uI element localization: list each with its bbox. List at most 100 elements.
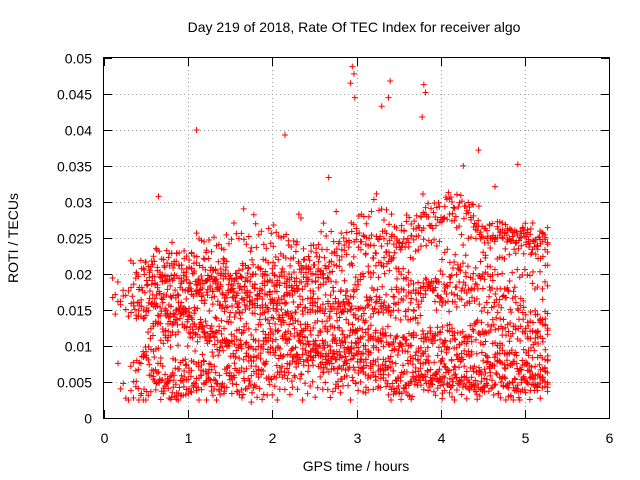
data-point	[529, 280, 536, 287]
data-point	[456, 295, 463, 302]
data-point	[154, 284, 161, 291]
data-point	[221, 325, 228, 332]
data-point	[244, 270, 251, 277]
data-point	[347, 306, 354, 313]
data-point	[516, 234, 523, 241]
data-point	[446, 367, 453, 374]
data-point	[250, 384, 257, 391]
data-point	[330, 238, 337, 245]
data-point	[535, 371, 542, 378]
data-point	[275, 327, 282, 334]
data-point	[164, 320, 171, 327]
data-point	[212, 280, 219, 287]
data-point	[338, 267, 345, 274]
data-point	[527, 318, 534, 325]
data-point	[446, 321, 453, 328]
data-point	[428, 380, 435, 387]
data-point	[502, 397, 509, 403]
data-point	[526, 240, 533, 247]
y-tick-label: 0.03	[65, 195, 92, 211]
data-point	[333, 262, 340, 269]
data-point	[137, 257, 144, 264]
data-point	[365, 269, 372, 276]
data-point	[382, 366, 389, 373]
data-point	[297, 337, 304, 344]
data-point	[517, 337, 524, 344]
data-point	[228, 236, 235, 243]
data-point	[414, 320, 421, 327]
data-point	[360, 388, 367, 395]
data-point	[290, 353, 297, 360]
data-point	[397, 316, 404, 323]
data-point	[433, 222, 440, 229]
data-point	[251, 310, 258, 317]
data-point	[172, 307, 179, 314]
data-point	[374, 356, 381, 363]
data-point	[314, 317, 321, 324]
data-point	[193, 230, 200, 237]
data-point	[320, 281, 327, 288]
data-point	[378, 305, 385, 312]
data-point	[463, 368, 470, 375]
data-point	[356, 229, 363, 236]
data-point	[189, 316, 196, 323]
data-point	[275, 256, 282, 263]
data-point	[442, 364, 449, 371]
data-point	[360, 232, 367, 239]
data-point	[367, 314, 374, 321]
data-point	[470, 270, 477, 277]
data-point	[425, 200, 432, 207]
data-point	[192, 348, 199, 355]
data-point	[327, 308, 334, 315]
data-point	[417, 213, 424, 220]
data-point	[304, 338, 311, 345]
data-point	[209, 349, 216, 356]
data-point	[170, 265, 177, 272]
data-point	[407, 299, 414, 306]
data-point	[191, 381, 198, 388]
data-point	[245, 344, 252, 351]
data-point	[299, 296, 306, 303]
data-point	[345, 320, 352, 327]
data-point	[407, 277, 414, 284]
data-point	[309, 270, 316, 277]
data-point	[415, 246, 422, 253]
data-point	[213, 315, 220, 322]
axis-ticks	[104, 58, 610, 419]
data-point	[522, 311, 529, 318]
data-point	[213, 397, 220, 403]
data-point	[453, 271, 460, 278]
data-point	[166, 377, 173, 384]
data-point	[420, 351, 427, 358]
data-point	[165, 328, 172, 335]
data-point	[130, 281, 137, 288]
data-point	[476, 367, 483, 374]
data-point	[330, 284, 337, 291]
data-point	[350, 364, 357, 371]
data-point	[287, 262, 294, 269]
data-point	[117, 385, 124, 392]
data-point	[347, 293, 354, 300]
data-point	[366, 235, 373, 242]
data-point	[159, 376, 166, 383]
data-point	[526, 272, 533, 279]
data-point	[338, 308, 345, 315]
data-point	[360, 350, 367, 357]
data-point	[281, 299, 288, 306]
data-point	[161, 264, 168, 271]
data-point	[200, 280, 207, 287]
data-point	[336, 238, 343, 245]
data-point	[472, 280, 479, 287]
data-point	[327, 394, 334, 401]
data-point	[272, 321, 279, 328]
data-point	[451, 330, 458, 337]
data-point	[472, 336, 479, 343]
x-tick-labels: 0 1 2 3 4 5 6	[101, 430, 614, 446]
data-point	[288, 346, 295, 353]
data-point	[478, 371, 485, 378]
data-point	[444, 327, 451, 334]
data-point	[154, 303, 161, 310]
data-point	[475, 147, 482, 154]
data-point	[447, 194, 454, 201]
